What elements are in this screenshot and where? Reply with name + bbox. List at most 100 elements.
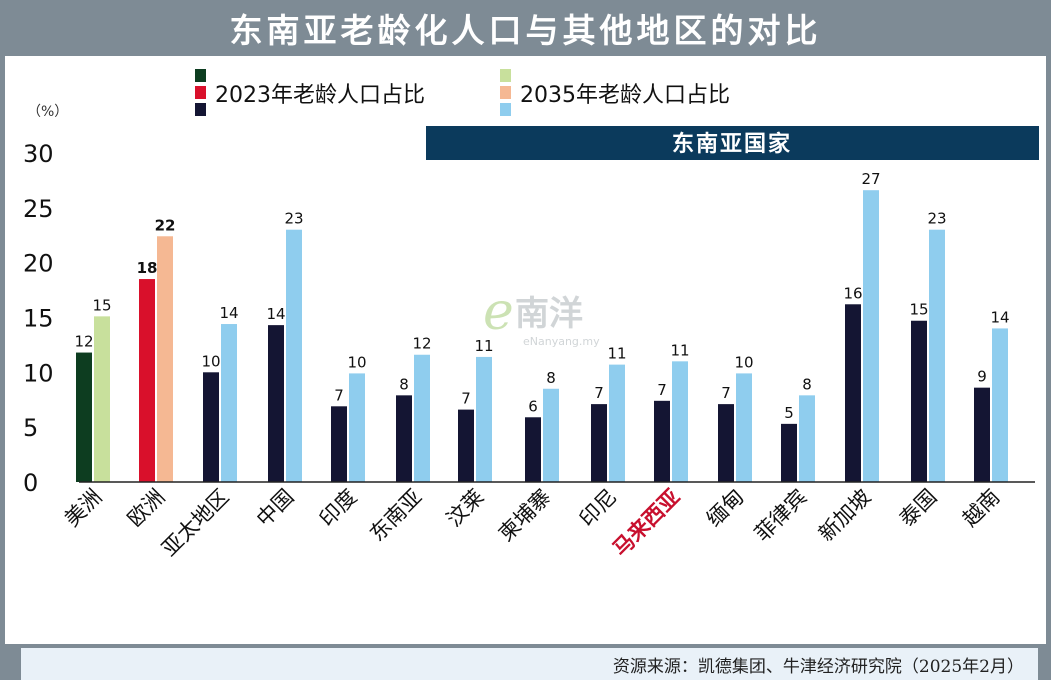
y-axis-ticks: 0 5 10 15 20 25 30 bbox=[23, 140, 54, 497]
bar-2035-3 bbox=[286, 229, 302, 482]
bar-2023-9 bbox=[654, 400, 670, 482]
bar-2035-0 bbox=[94, 316, 110, 482]
bar-2023-7 bbox=[525, 417, 541, 482]
y-tick-label: 30 bbox=[23, 140, 54, 168]
legend-swatch-2035-1 bbox=[500, 86, 511, 99]
watermark-logo: e 南洋 eNanyang.my bbox=[475, 281, 635, 355]
data-label-2035-8: 11 bbox=[607, 345, 626, 363]
svg-text:南洋: 南洋 bbox=[515, 294, 583, 334]
x-tick-label-2: 亚太地区 bbox=[157, 485, 233, 561]
x-tick-label-6: 汶莱 bbox=[442, 485, 489, 532]
bar-2023-14 bbox=[974, 387, 990, 482]
svg-text:eNanyang.my: eNanyang.my bbox=[523, 335, 600, 348]
legend-swatch-2035-0 bbox=[500, 69, 511, 82]
bar-chart: 2023年老龄人口占比 2035年老龄人口占比 （%） 东南亚国家 0 5 10 15 2… bbox=[23, 69, 1039, 561]
data-label-2023-10: 7 bbox=[721, 384, 731, 402]
banner-label: 东南亚国家 bbox=[672, 131, 792, 157]
y-tick-label: 0 bbox=[23, 469, 38, 497]
legend: 2023年老龄人口占比 2035年老龄人口占比 bbox=[195, 69, 730, 116]
data-label-2035-13: 23 bbox=[927, 210, 946, 228]
data-label-2023-3: 14 bbox=[266, 305, 285, 323]
x-tick-label-13: 泰国 bbox=[895, 485, 942, 532]
y-tick-label: 20 bbox=[23, 250, 54, 278]
source-text: 资源来源：凯德集团、牛津经济研究院（2025年2月） bbox=[612, 656, 1024, 677]
title-bar: 东南亚老龄化人口与其他地区的对比 bbox=[0, 0, 1051, 56]
bar-2035-6 bbox=[476, 356, 492, 482]
bar-2023-10 bbox=[718, 404, 734, 482]
bar-2035-14 bbox=[992, 328, 1008, 482]
bar-2035-10 bbox=[736, 373, 752, 482]
x-tick-label-1: 欧洲 bbox=[123, 485, 170, 532]
y-axis-unit: （%） bbox=[27, 104, 68, 120]
source-note: 资源来源：凯德集团、牛津经济研究院（2025年2月） bbox=[21, 648, 1038, 680]
data-label-2023-7: 6 bbox=[528, 397, 538, 415]
bar-2035-13 bbox=[929, 229, 945, 482]
x-tick-label-7: 柬埔寨 bbox=[494, 485, 556, 547]
bar-2023-8 bbox=[591, 404, 607, 482]
bar-2023-1 bbox=[139, 279, 155, 482]
y-tick-label: 15 bbox=[23, 304, 54, 332]
x-tick-label-5: 东南亚 bbox=[365, 485, 427, 547]
bar-2035-5 bbox=[414, 354, 430, 482]
bar-2023-4 bbox=[331, 406, 347, 482]
data-label-2023-2: 10 bbox=[201, 352, 220, 370]
legend-label-2023: 2023年老龄人口占比 bbox=[215, 83, 425, 108]
data-label-2035-14: 14 bbox=[990, 308, 1009, 326]
data-label-2023-0: 12 bbox=[74, 333, 93, 351]
x-tick-label-8: 印尼 bbox=[575, 485, 622, 532]
data-label-2035-1: 22 bbox=[155, 216, 176, 234]
x-tick-label-11: 菲律宾 bbox=[750, 485, 812, 547]
y-tick-label: 5 bbox=[23, 414, 38, 442]
x-tick-label-9: 马来西亚 bbox=[608, 485, 684, 561]
bar-2023-12 bbox=[845, 304, 861, 482]
legend-swatch-2023-1 bbox=[195, 86, 206, 99]
bar-2035-4 bbox=[349, 373, 365, 482]
data-label-2023-14: 9 bbox=[977, 368, 987, 386]
data-label-2035-3: 23 bbox=[284, 210, 303, 228]
bar-2023-2 bbox=[203, 372, 219, 482]
legend-swatch-2023-0 bbox=[195, 69, 206, 82]
legend-swatch-2035-2 bbox=[500, 103, 511, 116]
x-tick-label-14: 越南 bbox=[958, 485, 1005, 532]
data-label-2023-6: 7 bbox=[461, 390, 471, 408]
southeast-asia-banner: 东南亚国家 bbox=[426, 126, 1039, 160]
bar-2023-13 bbox=[911, 320, 927, 482]
bar-2035-7 bbox=[543, 388, 559, 482]
data-label-2023-11: 5 bbox=[784, 404, 794, 422]
data-label-2035-11: 8 bbox=[802, 375, 812, 393]
x-tick-label-10: 缅甸 bbox=[702, 485, 749, 532]
data-label-2035-12: 27 bbox=[861, 170, 880, 188]
bar-2023-3 bbox=[268, 325, 284, 482]
x-tick-label-3: 中国 bbox=[252, 485, 299, 532]
data-label-2035-2: 14 bbox=[219, 304, 238, 322]
legend-label-2035: 2035年老龄人口占比 bbox=[520, 83, 730, 108]
data-label-2023-5: 8 bbox=[399, 375, 409, 393]
data-label-2035-4: 10 bbox=[347, 353, 366, 371]
data-label-2023-1: 18 bbox=[137, 259, 158, 277]
bar-2035-12 bbox=[863, 190, 879, 482]
data-label-2035-0: 15 bbox=[92, 296, 111, 314]
data-label-2023-13: 15 bbox=[909, 301, 928, 319]
data-label-2035-10: 10 bbox=[734, 353, 753, 371]
chart-panel: 2023年老龄人口占比 2035年老龄人口占比 （%） 东南亚国家 0 5 10 15 2… bbox=[5, 56, 1046, 680]
y-tick-label: 25 bbox=[23, 195, 54, 223]
bar-2023-11 bbox=[781, 423, 797, 482]
bar-2035-2 bbox=[221, 324, 237, 482]
svg-text:e: e bbox=[483, 282, 514, 342]
data-label-2035-7: 8 bbox=[546, 369, 556, 387]
chart-title: 东南亚老龄化人口与其他地区的对比 bbox=[229, 11, 822, 50]
bar-2035-1 bbox=[157, 236, 173, 482]
x-tick-label-4: 印度 bbox=[315, 485, 362, 532]
data-label-2023-9: 7 bbox=[657, 381, 667, 399]
banner-background bbox=[426, 126, 1039, 160]
bar-2035-8 bbox=[609, 364, 625, 482]
data-label-2035-6: 11 bbox=[474, 337, 493, 355]
x-tick-label-12: 新加坡 bbox=[814, 485, 876, 547]
data-label-2035-5: 12 bbox=[412, 335, 431, 353]
legend-swatch-2023-2 bbox=[195, 103, 206, 116]
y-tick-label: 10 bbox=[23, 359, 54, 387]
bar-2023-6 bbox=[458, 409, 474, 482]
bar-2035-9 bbox=[672, 361, 688, 482]
